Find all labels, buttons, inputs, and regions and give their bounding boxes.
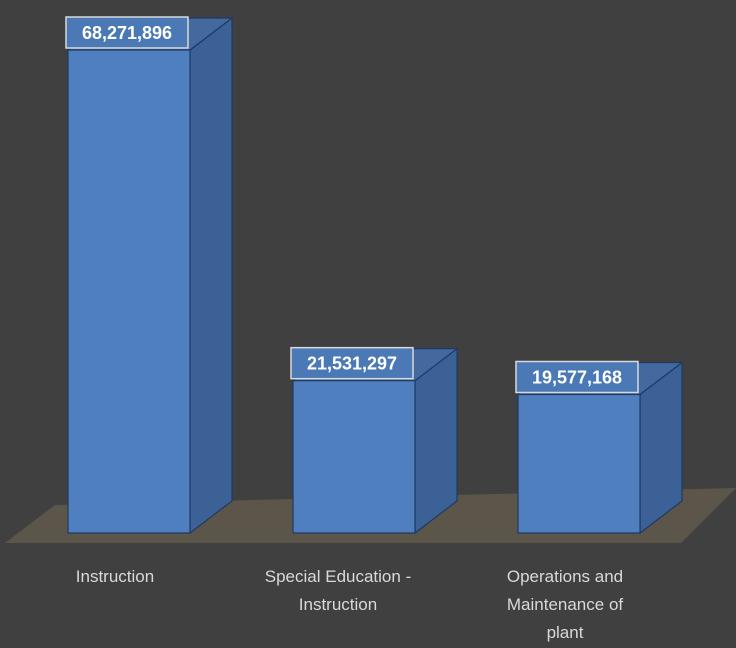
data-label-text: 19,577,168 xyxy=(532,367,622,387)
data-label: 68,271,896 xyxy=(65,16,189,49)
bar-front xyxy=(67,49,191,534)
bar xyxy=(516,361,684,535)
category-label-line: Maintenance of xyxy=(507,595,624,614)
bar-side xyxy=(189,16,233,535)
category-label: Instruction xyxy=(76,567,154,586)
category-label: Special Education - Instruction xyxy=(265,567,411,614)
category-labels-group: Instruction Special Education - Instructio… xyxy=(76,567,624,642)
bar-front xyxy=(517,393,641,534)
data-label: 21,531,297 xyxy=(290,346,414,380)
data-label-box xyxy=(290,346,414,380)
category-label-line: Instruction xyxy=(299,595,377,614)
category-label-line: Special Education - xyxy=(265,567,411,586)
bars-group xyxy=(66,16,684,535)
data-label-box xyxy=(65,16,189,49)
category-label-line: Instruction xyxy=(76,567,154,586)
data-labels-group: 68,271,896 21,531,297 19,577,168 xyxy=(65,16,639,394)
bar xyxy=(291,347,459,535)
category-label-line: plant xyxy=(547,623,584,642)
category-label: Operations and Maintenance of plant xyxy=(507,567,624,642)
bar xyxy=(66,16,234,535)
category-label-line: Operations and xyxy=(507,567,623,586)
data-label-box xyxy=(515,360,639,394)
data-label: 19,577,168 xyxy=(515,360,639,394)
data-label-text: 68,271,896 xyxy=(82,23,172,43)
bar-front xyxy=(292,380,416,534)
data-label-text: 21,531,297 xyxy=(307,354,397,374)
